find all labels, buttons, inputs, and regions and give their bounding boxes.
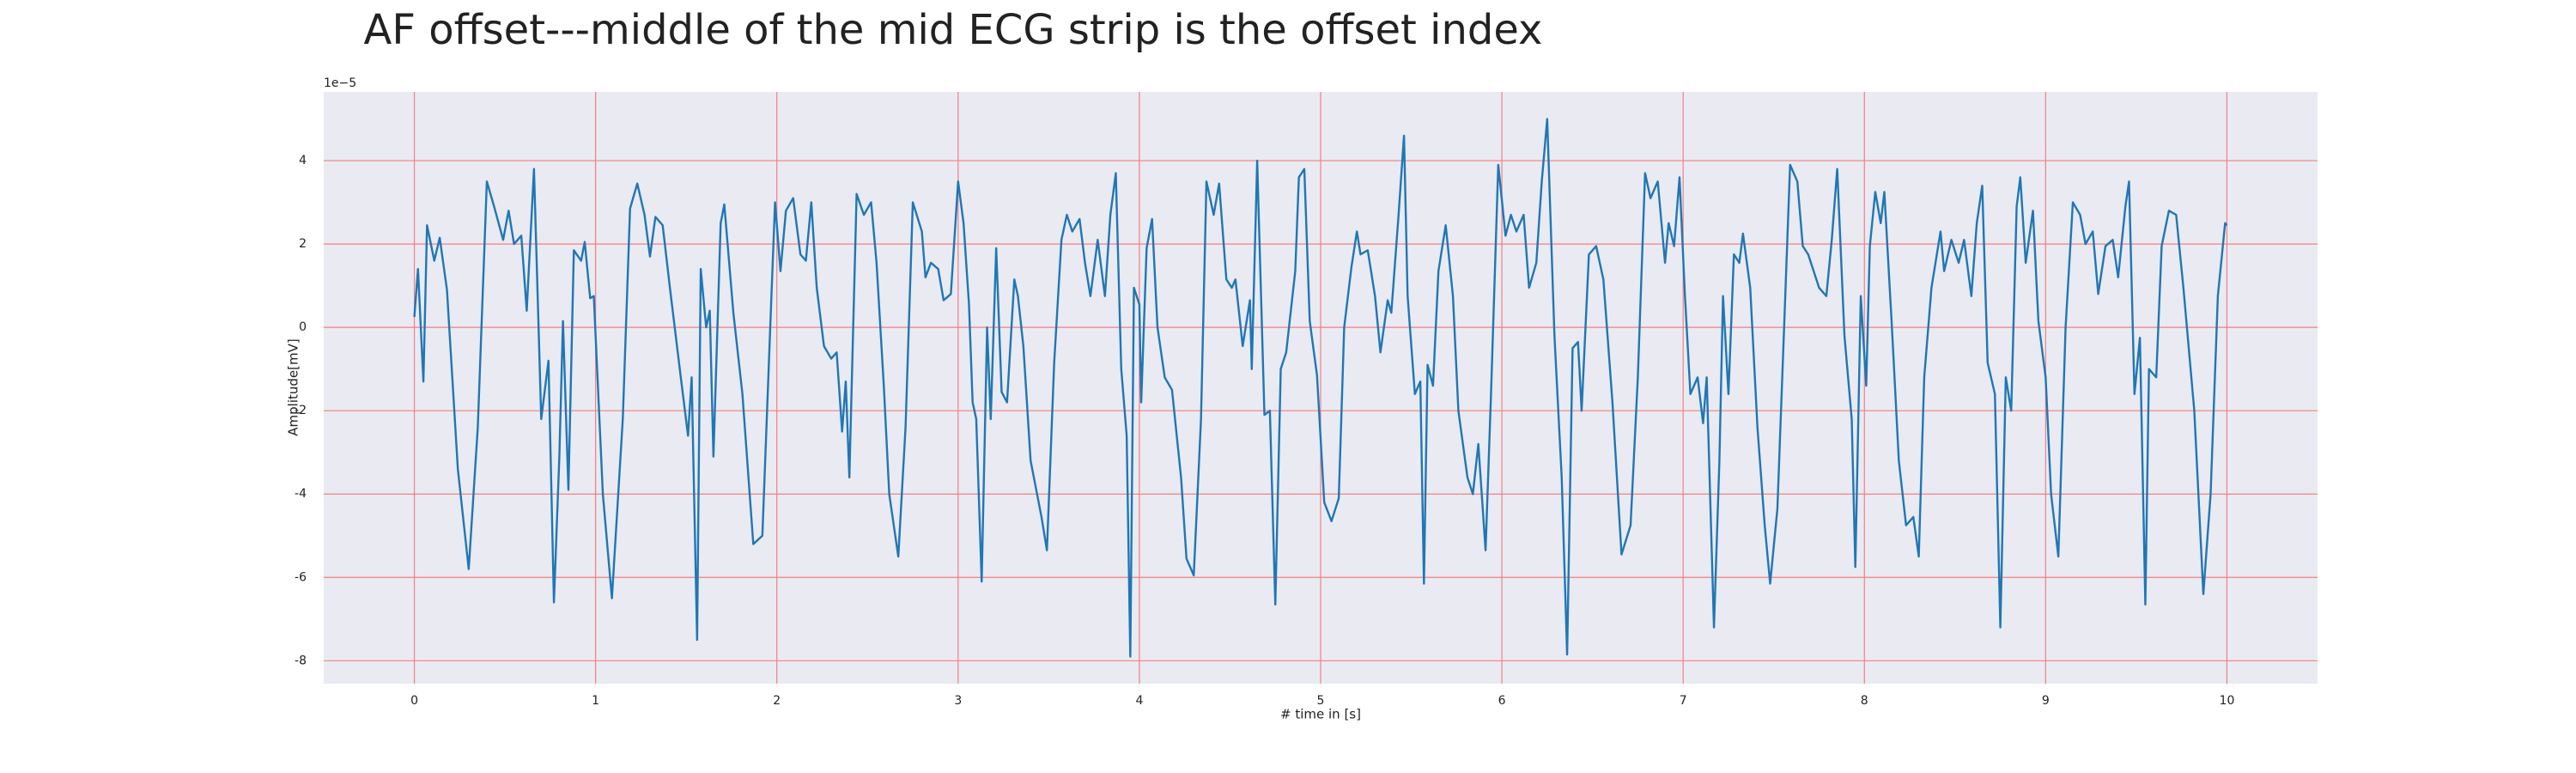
y-axis-label: Amplitude[mV]: [286, 338, 301, 435]
x-tick-label: 3: [954, 694, 962, 708]
x-tick-label: 0: [410, 694, 418, 708]
x-tick-label: 9: [2042, 694, 2050, 708]
y-tick-label: 2: [299, 237, 307, 251]
y-tick-label: 0: [299, 320, 307, 334]
y-tick-label: -6: [295, 570, 307, 584]
x-tick-label: 2: [773, 694, 781, 708]
x-tick-label: 8: [1861, 694, 1868, 708]
y-offset-text: 1e−5: [324, 76, 356, 90]
x-tick-label: 4: [1135, 694, 1143, 708]
x-axis-label: # time in [s]: [1280, 707, 1361, 722]
x-tick-label: 7: [1680, 694, 1687, 708]
x-tick-label: 10: [2220, 694, 2235, 708]
y-tick-label: 4: [299, 154, 307, 167]
x-tick-label: 5: [1317, 694, 1325, 708]
signal-line: [413, 118, 2228, 658]
plot-area: [413, 118, 2228, 658]
y-tick-label: -2: [295, 404, 307, 417]
y-tick-label: -8: [295, 654, 307, 667]
x-tick-label: 6: [1498, 694, 1506, 708]
chart-title: AF offset---middle of the mid ECG strip …: [364, 6, 1543, 54]
x-tick-label: 1: [592, 694, 599, 708]
y-tick-label: -4: [295, 487, 307, 501]
